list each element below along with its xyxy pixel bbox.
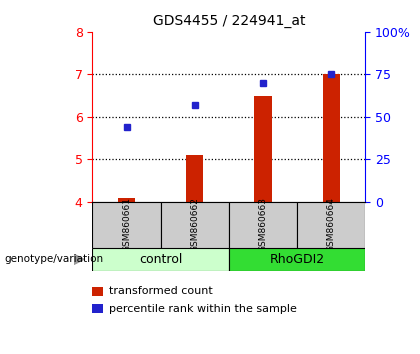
Text: percentile rank within the sample: percentile rank within the sample (109, 304, 297, 314)
Bar (297, 202, 365, 248)
Polygon shape (74, 254, 84, 265)
Bar (186, 155, 203, 202)
Text: GSM860662: GSM860662 (190, 197, 199, 252)
Bar (323, 74, 340, 202)
Title: GDS4455 / 224941_at: GDS4455 / 224941_at (152, 14, 305, 28)
Text: GSM860663: GSM860663 (259, 197, 268, 252)
Bar (229, 202, 297, 248)
Text: GSM860664: GSM860664 (327, 197, 336, 252)
Bar (118, 198, 135, 202)
Bar (229, 248, 365, 271)
Bar (255, 96, 272, 202)
Bar (92, 202, 161, 248)
Text: GSM860661: GSM860661 (122, 197, 131, 252)
Bar (92, 248, 229, 271)
Text: control: control (139, 253, 182, 266)
Text: genotype/variation: genotype/variation (4, 254, 103, 264)
Text: transformed count: transformed count (109, 286, 213, 296)
Text: RhoGDI2: RhoGDI2 (270, 253, 325, 266)
Bar (161, 202, 229, 248)
